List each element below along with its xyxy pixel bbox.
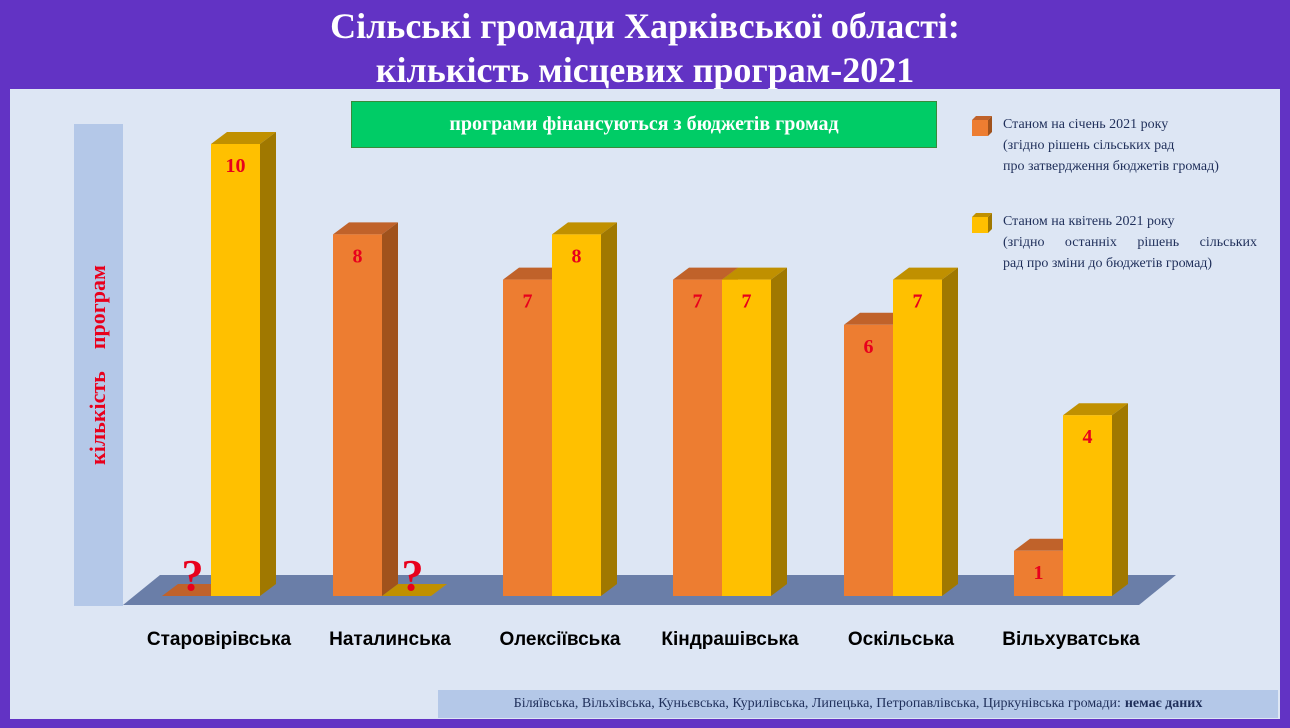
financing-banner: програми фінансуються з бюджетів громад [351,101,937,148]
bar-jan-5 [1014,550,1063,596]
bar-top-apr-4 [893,267,958,280]
legend-text-jan: Станом на січень 2021 року (згідно рішен… [1003,114,1257,177]
legend-apr-line-3: рад про зміни до бюджетів громад) [1003,256,1213,271]
bar-jan-2 [503,279,552,596]
bar-top-apr-2 [552,222,617,235]
bar-jan-3 [673,279,722,596]
value-label-jan-4: 6 [864,336,874,358]
value-label-jan-2: 7 [523,291,533,313]
bar-top-jan-4 [844,312,909,325]
bar-apr-4 [893,279,942,596]
bar-side-apr-4 [942,267,958,596]
legend-swatch-apr-top [972,213,992,217]
value-label-jan-1: 8 [353,245,363,267]
value-label-jan-5: 1 [1034,562,1044,584]
footer-note: Біляївська, Вільхівська, Куньєвська, Кур… [438,690,1278,718]
legend-swatch-apr [972,213,992,233]
legend-apr-line-1: Станом на квітень 2021 року [1003,214,1175,229]
value-label-apr-3: 7 [742,291,752,313]
legend-jan-line-1: Станом на січень 2021 року [1003,117,1169,132]
bar-top-apr-1 [382,584,447,596]
legend-swatch-jan-side [988,116,992,136]
value-label-apr-0: 10 [226,155,246,177]
bar-top-apr-3 [722,267,787,280]
footer-bold: немає даних [1124,696,1203,711]
bar-jan-4 [844,324,893,596]
bar-side-apr-2 [601,222,617,596]
value-label-jan-3: 7 [693,291,703,313]
category-label-2: Олексіївська [500,629,621,650]
y-axis-strip [74,124,123,606]
value-label-apr-5: 4 [1083,426,1093,448]
bar-top-apr-0 [211,132,276,144]
bar-apr-5 [1063,415,1112,596]
title-line-2: кількість місцевих програм-2021 [375,50,915,90]
category-label-0: Старовірівська [147,629,292,650]
legend-jan-line-2: (згідно рішень сільських рад [1003,138,1175,153]
legend-swatch-jan [972,116,992,136]
bar-side-apr-0 [260,132,276,596]
legend-jan-line-3: про затвердження бюджетів громад) [1003,159,1219,174]
bar-apr-0 [211,144,260,596]
title-line-1: Сільські громади Харківської області: [330,6,960,46]
category-label-4: Оскільська [848,629,955,650]
category-label-1: Наталинська [329,629,451,650]
footer-text: Біляївська, Вільхівська, Куньєвська, Кур… [513,696,1121,711]
bar-top-jan-5 [1014,538,1079,551]
bar-top-jan-2 [503,267,568,280]
bar-apr-3 [722,279,771,596]
value-label-apr-4: 7 [913,291,923,313]
bar-side-jan-1 [382,222,398,596]
legend-apr-line-2: (згідно останніх рішень сільських [1003,235,1257,250]
legend-swatch-jan-top [972,116,992,120]
bar-top-jan-0 [162,584,227,596]
bar-apr-2 [552,234,601,596]
bar-side-apr-5 [1112,403,1128,596]
value-label-apr-2: 8 [572,245,582,267]
legend-swatch-apr-front [972,217,988,233]
bar-top-jan-3 [673,267,738,280]
bar-top-apr-5 [1063,403,1128,416]
legend-swatch-jan-front [972,120,988,136]
legend-text-apr: Станом на квітень 2021 року (згідно оста… [1003,211,1257,274]
legend-swatch-apr-side [988,213,992,233]
bar-jan-1 [333,234,382,596]
value-label-apr-1: ? [402,551,424,600]
bar-top-jan-1 [333,222,398,235]
category-label-5: Вільхуватська [1002,629,1140,650]
value-label-jan-0: ? [182,551,204,600]
chart-title: Сільські громади Харківської області: кі… [0,4,1290,92]
bar-side-apr-3 [771,267,787,596]
category-label-3: Кіндрашівська [661,629,799,650]
